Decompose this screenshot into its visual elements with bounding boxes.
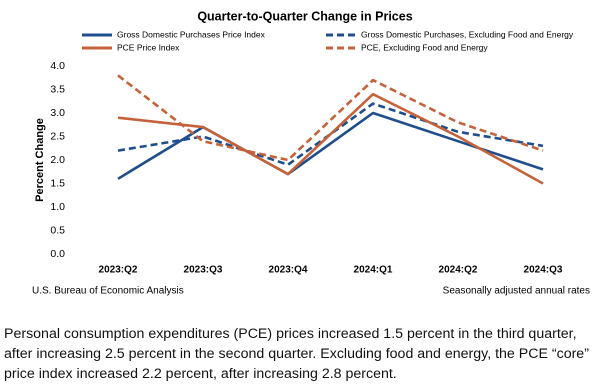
- note: Seasonally adjusted annual rates: [443, 286, 590, 297]
- legend-label: Gross Domestic Purchases, Excluding Food…: [361, 29, 574, 39]
- series-line: [117, 102, 544, 166]
- x-tick-label: 2023:Q4: [269, 265, 308, 276]
- y-tick-label: 3.5: [50, 83, 65, 95]
- chart-title: Quarter-to-Quarter Change in Prices: [197, 9, 412, 23]
- y-tick-label: 2.5: [50, 130, 65, 142]
- y-tick-label: 1.0: [50, 201, 65, 213]
- x-tick-label: 2023:Q3: [184, 265, 223, 276]
- y-tick-label: 4.0: [50, 60, 65, 72]
- x-tick-label: 2024:Q1: [354, 265, 393, 276]
- source: U.S. Bureau of Economic Analysis: [32, 286, 184, 297]
- y-tick-label: 3.0: [50, 107, 65, 119]
- x-tick-label: 2024:Q2: [439, 265, 478, 276]
- series-line: [117, 74, 544, 162]
- legend-label: PCE, Excluding Food and Energy: [361, 42, 488, 52]
- chart: Quarter-to-Quarter Change in Prices Perc…: [32, 9, 590, 297]
- y-tick-label: 1.5: [50, 177, 65, 189]
- x-tick-label: 2023:Q2: [99, 265, 138, 276]
- legend-label: PCE Price Index: [117, 42, 180, 52]
- y-tick-label: 0.5: [50, 224, 65, 236]
- y-axis-label: Percent Change: [34, 118, 46, 202]
- legend-label: Gross Domestic Purchases Price Index: [117, 29, 266, 39]
- y-tick-label: 2.0: [50, 154, 65, 166]
- series-line: [117, 92, 544, 185]
- x-tick-label: 2024:Q3: [524, 265, 563, 276]
- series-line: [117, 111, 544, 180]
- y-tick-label: 0.0: [50, 248, 65, 260]
- caption: Personal consumption expenditures (PCE) …: [4, 326, 589, 382]
